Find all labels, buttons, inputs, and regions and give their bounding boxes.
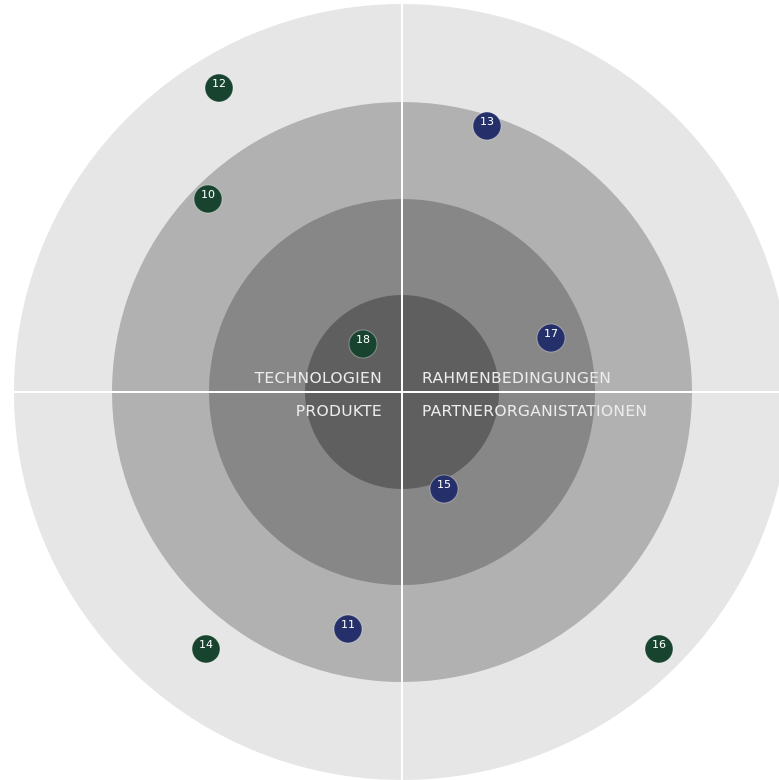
blip-11[interactable]: 11 [333, 614, 363, 644]
blip-17[interactable]: 17 [536, 323, 566, 353]
radar-blips: 10 11 12 13 14 15 16 17 [191, 73, 674, 664]
blip-18[interactable]: 18 [348, 329, 378, 359]
blip-marker [472, 111, 502, 141]
blip-marker [644, 634, 674, 664]
blip-13[interactable]: 13 [472, 111, 502, 141]
blip-number: 11 [341, 618, 355, 631]
quadrant-label-produkte[interactable]: PRODUKTE [296, 402, 382, 420]
quadrant-labels: TECHNOLOGIEN RAHMENBEDINGUNGEN PRODUKTE … [254, 369, 647, 420]
blip-number: 16 [652, 638, 666, 651]
blip-number: 10 [201, 188, 215, 201]
blip-marker [333, 614, 363, 644]
quadrant-label-rahmenbedingungen[interactable]: RAHMENBEDINGUNGEN [422, 369, 611, 387]
quadrant-label-partnerorganistationen[interactable]: PARTNERORGANISTATIONEN [422, 402, 647, 420]
blip-number: 12 [212, 77, 226, 90]
blip-marker [191, 634, 221, 664]
blip-marker [348, 329, 378, 359]
blip-number: 18 [356, 333, 370, 346]
blip-10[interactable]: 10 [193, 184, 223, 214]
blip-14[interactable]: 14 [191, 634, 221, 664]
blip-12[interactable]: 12 [204, 73, 234, 103]
blip-marker [204, 73, 234, 103]
quadrant-label-technologien[interactable]: TECHNOLOGIEN [254, 369, 382, 387]
blip-number: 17 [544, 327, 558, 340]
blip-marker [536, 323, 566, 353]
blip-number: 13 [480, 115, 494, 128]
blip-15[interactable]: 15 [429, 474, 459, 504]
blip-marker [429, 474, 459, 504]
blip-16[interactable]: 16 [644, 634, 674, 664]
blip-marker [193, 184, 223, 214]
blip-number: 14 [199, 638, 213, 651]
blip-number: 15 [437, 478, 451, 491]
